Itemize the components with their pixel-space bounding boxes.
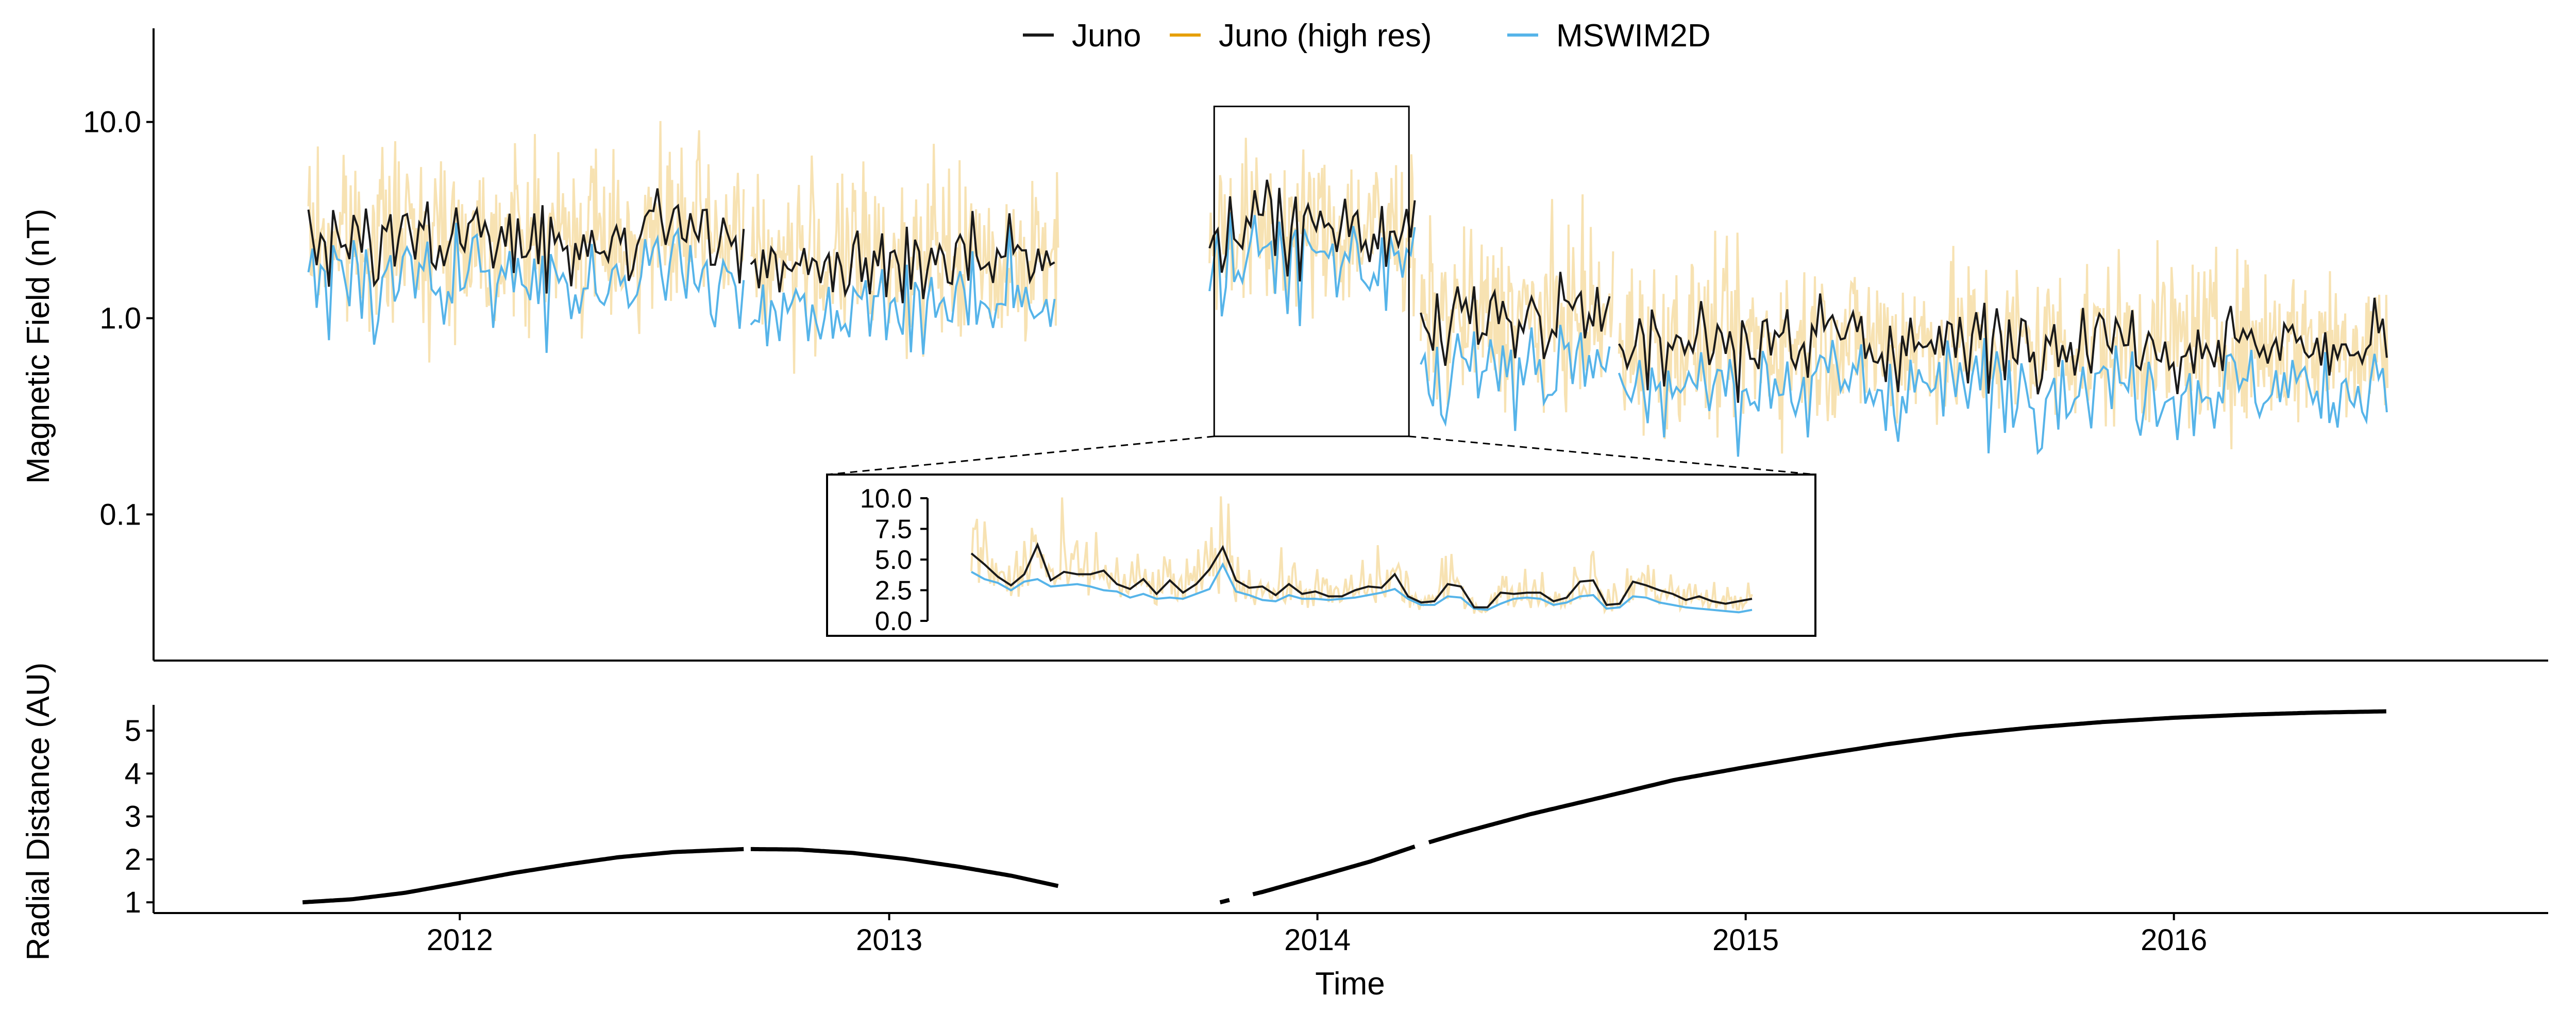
inset-panel: 10.07.55.02.50.0	[826, 474, 1816, 637]
top-y-tick-label: 10.0	[83, 106, 141, 139]
inset-mswim2d-line	[971, 562, 1753, 614]
x-tick-label: 2013	[856, 923, 922, 957]
bottom-y-tick-label: 2	[125, 843, 141, 876]
x-axis-label: Time	[1315, 966, 1385, 1002]
top-y-tick-label: 0.1	[99, 498, 141, 531]
mswim2d-line-1	[750, 225, 1056, 354]
juno-high-res-line-2	[1208, 138, 1416, 319]
bottom-y-tick-label: 3	[125, 800, 141, 834]
y-axis-label-radial-distance: Radial Distance (AU)	[21, 663, 56, 961]
mswim2d-line-2	[1208, 212, 1416, 326]
inset-y-tick-label: 7.5	[875, 514, 912, 544]
bottom-y-tick-label: 5	[125, 714, 141, 748]
radial-distance-panel: 1 2 3 4 5 2012 2013 2014 2015 2016	[125, 705, 2548, 957]
inset-frame	[826, 474, 1816, 637]
bottom-y-tick-label: 1	[125, 886, 141, 919]
magnetic-field-panel: 10.0 1.0 0.1	[83, 28, 2548, 662]
legend: Juno Juno (high res) MSWIM2D	[1023, 18, 1711, 54]
x-tick-label: 2016	[2141, 923, 2207, 957]
x-tick-label: 2012	[427, 923, 493, 957]
juno-line-2	[1208, 179, 1416, 282]
legend-label-0: Juno	[1072, 18, 1141, 54]
mswim2d-line-3	[1420, 325, 1611, 431]
inset-y-tick-label: 0.0	[875, 606, 912, 636]
y-axis-label-magnetic-field: Magnetic Field (nT)	[21, 209, 56, 484]
juno-high-res-line-0	[307, 121, 745, 363]
inset-juno-line	[970, 542, 1753, 609]
radial-distance-line	[302, 709, 2386, 905]
inset-y-tick-label: 10.0	[860, 484, 912, 514]
legend-label-1: Juno (high res)	[1219, 18, 1432, 54]
top-y-tick-label: 1.0	[99, 302, 141, 335]
mswim2d-line-4	[1618, 337, 2388, 457]
inset-y-tick-label: 2.5	[875, 576, 912, 605]
juno-line-3	[1420, 272, 1611, 366]
x-tick-label: 2015	[1712, 923, 1779, 957]
zoom-connector-right	[1409, 435, 1816, 476]
juno-line-1	[750, 211, 1055, 303]
mswim2d-line-0	[307, 223, 745, 353]
legend-label-2: MSWIM2D	[1556, 18, 1711, 54]
x-tick-label: 2014	[1284, 923, 1351, 957]
bottom-y-tick-label: 4	[125, 757, 141, 790]
juno-line-4	[1618, 293, 2388, 403]
zoom-connector-left	[827, 435, 1215, 476]
inset-y-tick-label: 5.0	[875, 545, 912, 575]
zoom-box	[1213, 106, 1410, 437]
juno-line-0	[307, 188, 745, 294]
